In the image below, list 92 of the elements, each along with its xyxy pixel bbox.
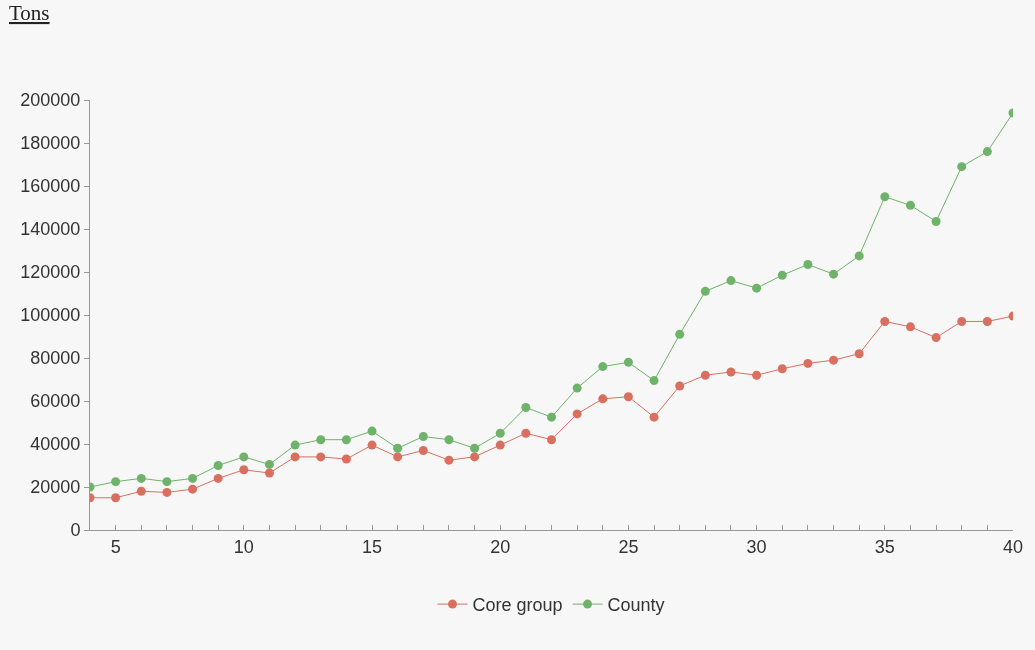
y-tick-label: 180000 [20,133,81,154]
point [829,269,839,279]
legend-label: County [607,595,665,616]
point [418,431,428,441]
point [547,412,556,422]
point [700,286,710,296]
y-tick-label: 80000 [30,348,81,369]
y-tick-label: 60000 [30,391,81,412]
point [393,443,403,453]
x-tick-label: 30 [746,536,767,557]
point [444,435,454,445]
point [547,435,556,445]
point [623,392,633,402]
point [188,484,198,494]
point [598,394,608,404]
point [880,316,890,326]
point [162,477,172,487]
y-tick-label: 100000 [20,305,81,326]
y-tick-label: 120000 [20,262,81,283]
point [752,370,762,380]
point [854,349,864,359]
x-tick-label: 40 [1002,536,1024,557]
x-tick-label: 5 [110,536,121,557]
point [316,452,326,462]
point [136,486,146,496]
point [341,435,351,445]
point [316,435,326,445]
y-tick-label: 200000 [20,90,81,111]
point [521,402,531,412]
point [418,445,428,455]
x-tick-label: 35 [874,536,895,557]
point [777,364,787,374]
y-tick-label: 40000 [30,434,81,455]
point [239,452,249,462]
point [290,452,300,462]
point [700,370,710,380]
point [470,443,480,453]
point [905,200,915,210]
point [367,440,377,450]
point [572,409,582,419]
point [649,412,659,422]
point [136,473,146,483]
point [829,355,839,365]
point [777,270,787,280]
point [393,452,403,462]
point [623,357,633,367]
point [982,147,992,157]
point [213,461,223,470]
point [111,493,121,503]
point [982,316,992,326]
y-axis-title: Tons [9,1,50,25]
legend-label: Core group [472,595,563,616]
y-tick-label: 0 [70,520,81,541]
x-tick-label: 15 [362,536,383,557]
point [264,468,274,478]
point [495,428,505,438]
point [444,455,454,465]
point [598,362,608,372]
point [162,487,172,497]
y-tick-label: 160000 [20,176,81,197]
y-tick-label: 20000 [30,477,81,498]
point [675,329,685,339]
y-tick-label: 140000 [20,219,81,240]
point [803,358,813,368]
point [649,376,659,386]
point [726,276,736,286]
point [572,383,582,393]
point [957,316,967,326]
point [521,428,531,438]
point [931,333,941,343]
point [931,216,941,226]
point [675,381,685,391]
point [854,251,864,261]
x-tick-label: 25 [618,536,639,557]
point [188,473,198,483]
x-tick-label: 10 [233,536,254,557]
x-tick-label: 20 [490,536,511,557]
point [290,440,300,450]
point [905,322,915,332]
point [111,477,121,487]
point [367,426,377,436]
point [470,452,480,462]
point [803,259,813,269]
point [213,473,223,483]
point [752,283,762,293]
point [239,465,249,475]
point [880,192,890,202]
point [264,459,274,469]
point [726,367,736,377]
point [495,440,505,450]
point [341,454,351,464]
point [957,162,967,172]
